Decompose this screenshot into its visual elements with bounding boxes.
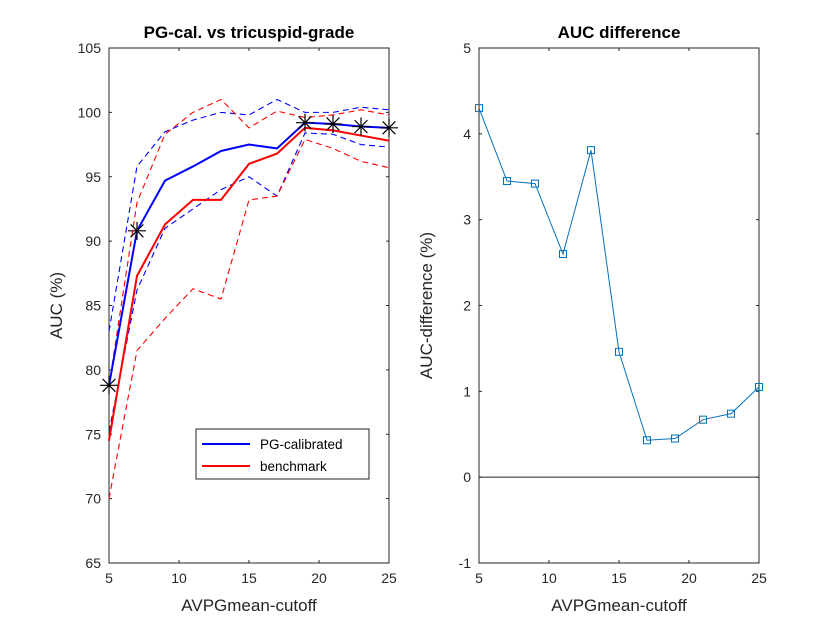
asterisk-marker bbox=[352, 117, 370, 136]
x-tick-label: 5 bbox=[105, 570, 113, 586]
y-tick-label: 3 bbox=[463, 212, 471, 228]
y-tick-label: 65 bbox=[85, 555, 101, 571]
y-tick-label: 85 bbox=[85, 298, 101, 314]
left-chart: 5 10 15 20 25 65 70 75 80 85 90 95 100 105 PG-cal. vs … bbox=[47, 23, 398, 615]
data-point-marker bbox=[727, 409, 735, 418]
chart-title: PG-cal. vs tricuspid-grade bbox=[144, 23, 355, 42]
data-point-marker bbox=[503, 177, 511, 186]
y-axis-label: AUC-difference (%) bbox=[417, 232, 436, 379]
y-tick-label: 2 bbox=[463, 298, 471, 314]
asterisk-marker bbox=[324, 114, 342, 133]
dashed-bound-line-3 bbox=[108, 132, 390, 432]
asterisk-marker bbox=[296, 113, 314, 132]
x-tick-label: 15 bbox=[611, 570, 627, 586]
x-tick-label: 20 bbox=[311, 570, 327, 586]
data-point-marker bbox=[559, 250, 567, 258]
difference-line bbox=[478, 107, 760, 441]
legend-label: PG-calibrated bbox=[260, 437, 343, 452]
benchmark-line bbox=[108, 126, 390, 441]
legend: PG-calibrated benchmark bbox=[195, 428, 370, 480]
x-tick-label: 20 bbox=[681, 570, 697, 586]
y-tick-label: 90 bbox=[85, 233, 101, 249]
y-tick-label: 95 bbox=[85, 169, 101, 185]
y-tick-label: 70 bbox=[85, 491, 101, 507]
data-point-marker bbox=[531, 179, 539, 188]
data-point-marker bbox=[755, 383, 763, 392]
right-chart: 5 10 15 20 25 -1 0 1 2 3 4 5 AUC difference AVPGmean-… bbox=[417, 23, 767, 615]
dashed-bound-line-4 bbox=[108, 98, 390, 386]
x-axis-label: AVPGmean-cutoff bbox=[181, 596, 317, 615]
data-point-marker bbox=[643, 436, 651, 445]
data-point-marker bbox=[475, 104, 483, 113]
asterisk-marker bbox=[128, 221, 146, 240]
y-tick-label: -1 bbox=[459, 555, 472, 571]
y-tick-label: 0 bbox=[463, 469, 471, 485]
x-tick-label: 10 bbox=[541, 570, 557, 586]
y-tick-label: 5 bbox=[463, 40, 471, 56]
asterisk-marker bbox=[380, 118, 398, 137]
x-tick-label: 25 bbox=[381, 570, 397, 586]
x-tick-label: 25 bbox=[751, 570, 767, 586]
y-axis-label: AUC (%) bbox=[47, 272, 66, 339]
data-point-marker bbox=[671, 434, 679, 443]
asterisk-marker bbox=[100, 376, 118, 395]
data-point-marker bbox=[699, 415, 707, 424]
legend-box bbox=[195, 428, 370, 480]
y-tick-label: 80 bbox=[85, 362, 101, 378]
data-point-marker bbox=[587, 146, 595, 155]
data-point-marker bbox=[615, 347, 623, 356]
y-tick-label: 100 bbox=[78, 104, 102, 120]
y-tick-label: 4 bbox=[463, 126, 471, 142]
x-axis-label: AVPGmean-cutoff bbox=[551, 596, 687, 615]
x-tick-label: 15 bbox=[241, 570, 257, 586]
x-tick-label: 5 bbox=[475, 570, 483, 586]
y-tick-label: 1 bbox=[463, 383, 471, 399]
y-tick-label: 75 bbox=[85, 426, 101, 442]
legend-label: benchmark bbox=[260, 459, 327, 474]
pg-calibrated-line bbox=[108, 121, 390, 386]
chart-title: AUC difference bbox=[558, 23, 681, 42]
x-tick-label: 10 bbox=[171, 570, 187, 586]
y-tick-label: 105 bbox=[78, 40, 102, 56]
plot-area bbox=[478, 47, 760, 564]
